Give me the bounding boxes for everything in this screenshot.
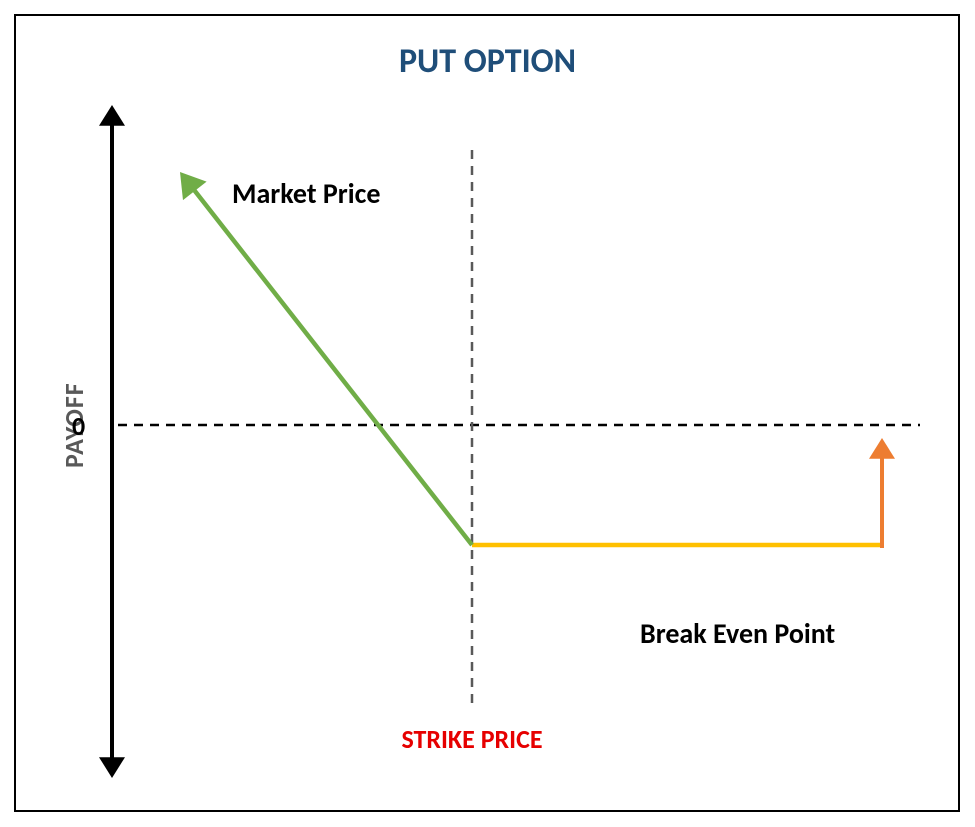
chart-svg xyxy=(0,0,975,827)
